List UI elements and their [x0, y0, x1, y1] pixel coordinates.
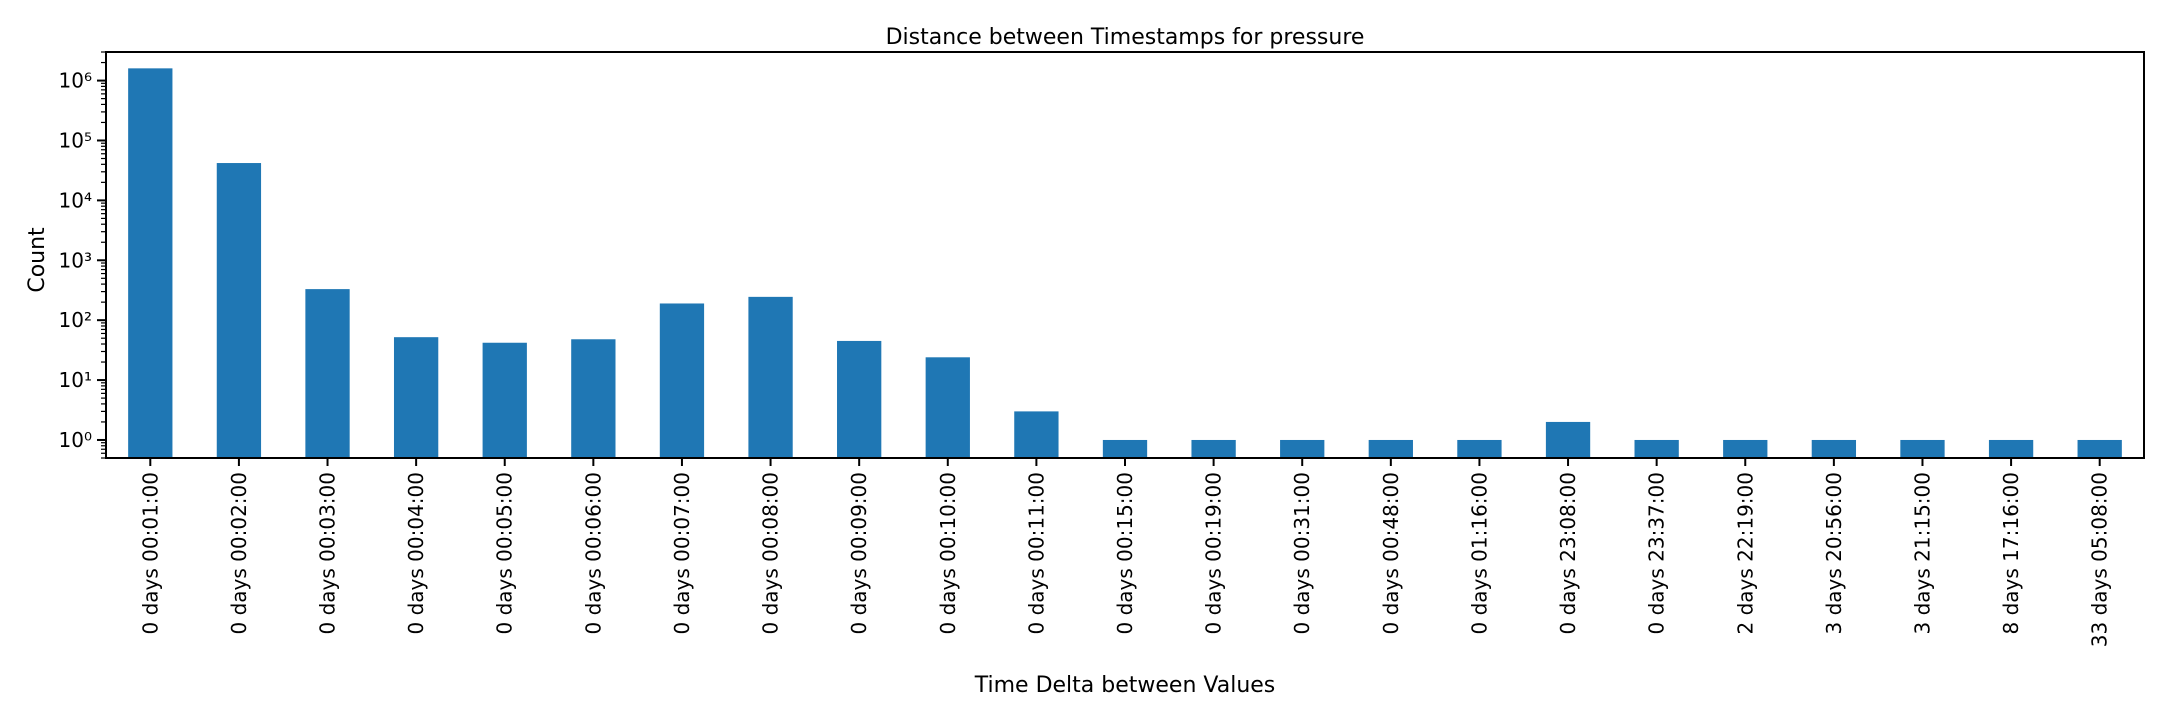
x-tick-label: 0 days 00:07:00 — [670, 472, 694, 634]
bar — [216, 163, 262, 459]
x-tick-label: 0 days 23:37:00 — [1645, 472, 1669, 634]
x-tick-label: 0 days 01:16:00 — [1467, 472, 1491, 634]
y-axis-label: Count — [25, 227, 50, 293]
bar — [1102, 439, 1148, 458]
x-tick-label: 0 days 00:48:00 — [1379, 472, 1403, 634]
x-tick-label: 0 days 00:15:00 — [1113, 472, 1137, 634]
bar — [1368, 439, 1413, 458]
x-tick-label: 0 days 00:02:00 — [227, 472, 251, 634]
x-tick-label: 0 days 00:06:00 — [581, 472, 605, 634]
x-tick-label: 0 days 00:10:00 — [936, 472, 960, 634]
bar — [393, 337, 439, 458]
bar — [925, 357, 970, 458]
x-tick-label: 0 days 00:05:00 — [493, 472, 517, 634]
x-tick-label: 0 days 00:01:00 — [138, 472, 162, 634]
y-tick-label: 10⁰ — [59, 428, 92, 452]
x-tick-label: 0 days 00:09:00 — [847, 472, 871, 634]
y-tick-label: 10¹ — [59, 368, 92, 392]
x-tick-label: 0 days 23:08:00 — [1556, 472, 1580, 634]
bar — [305, 289, 350, 458]
y-tick-label: 10² — [59, 308, 92, 332]
bar — [1014, 411, 1059, 458]
x-axis-ticks: 0 days 00:01:00 0 days 00:02:00 0 days 00:… — [138, 458, 2112, 647]
bar — [748, 296, 793, 458]
bar — [1988, 439, 2034, 458]
bars-group — [128, 68, 2122, 459]
y-tick-label: 10⁵ — [59, 128, 92, 152]
x-tick-label: 0 days 00:04:00 — [404, 472, 428, 634]
bar — [1457, 439, 1502, 458]
x-tick-label: 3 days 20:56:00 — [1822, 472, 1846, 634]
bar — [1900, 439, 1945, 458]
bar — [482, 342, 527, 458]
bar — [128, 68, 173, 458]
x-tick-label: 0 days 00:03:00 — [316, 472, 340, 634]
x-tick-label: 2 days 22:19:00 — [1733, 472, 1757, 634]
x-tick-label: 33 days 05:08:00 — [2088, 472, 2112, 647]
x-tick-label: 3 days 21:15:00 — [1910, 472, 1934, 634]
x-axis-label: Time Delta between Values — [974, 673, 1276, 698]
bar — [2077, 439, 2122, 458]
y-tick-label: 10⁶ — [59, 69, 92, 93]
chart-title: Distance between Timestamps for pressure — [886, 25, 1365, 50]
bar — [1634, 439, 1679, 458]
bar — [1811, 439, 1857, 458]
y-tick-label: 10³ — [59, 248, 92, 272]
y-axis-ticks: 10⁰ 10¹ 10² 10³ 10⁴ 10⁵ 10⁶ — [59, 51, 106, 459]
bar — [659, 303, 705, 458]
bar — [571, 339, 616, 458]
x-tick-label: 0 days 00:19:00 — [1202, 472, 1226, 634]
x-tick-label: 0 days 00:31:00 — [1290, 472, 1314, 634]
x-tick-label: 0 days 00:08:00 — [759, 472, 783, 634]
bar — [1545, 421, 1591, 458]
y-tick-label: 10⁴ — [59, 188, 92, 212]
x-tick-label: 8 days 17:16:00 — [1999, 472, 2023, 634]
bar — [837, 340, 882, 458]
bar — [1280, 439, 1325, 458]
bar — [1191, 439, 1236, 458]
x-tick-label: 0 days 00:11:00 — [1024, 472, 1048, 634]
bar — [1723, 439, 1768, 458]
plot-frame — [105, 51, 2145, 459]
